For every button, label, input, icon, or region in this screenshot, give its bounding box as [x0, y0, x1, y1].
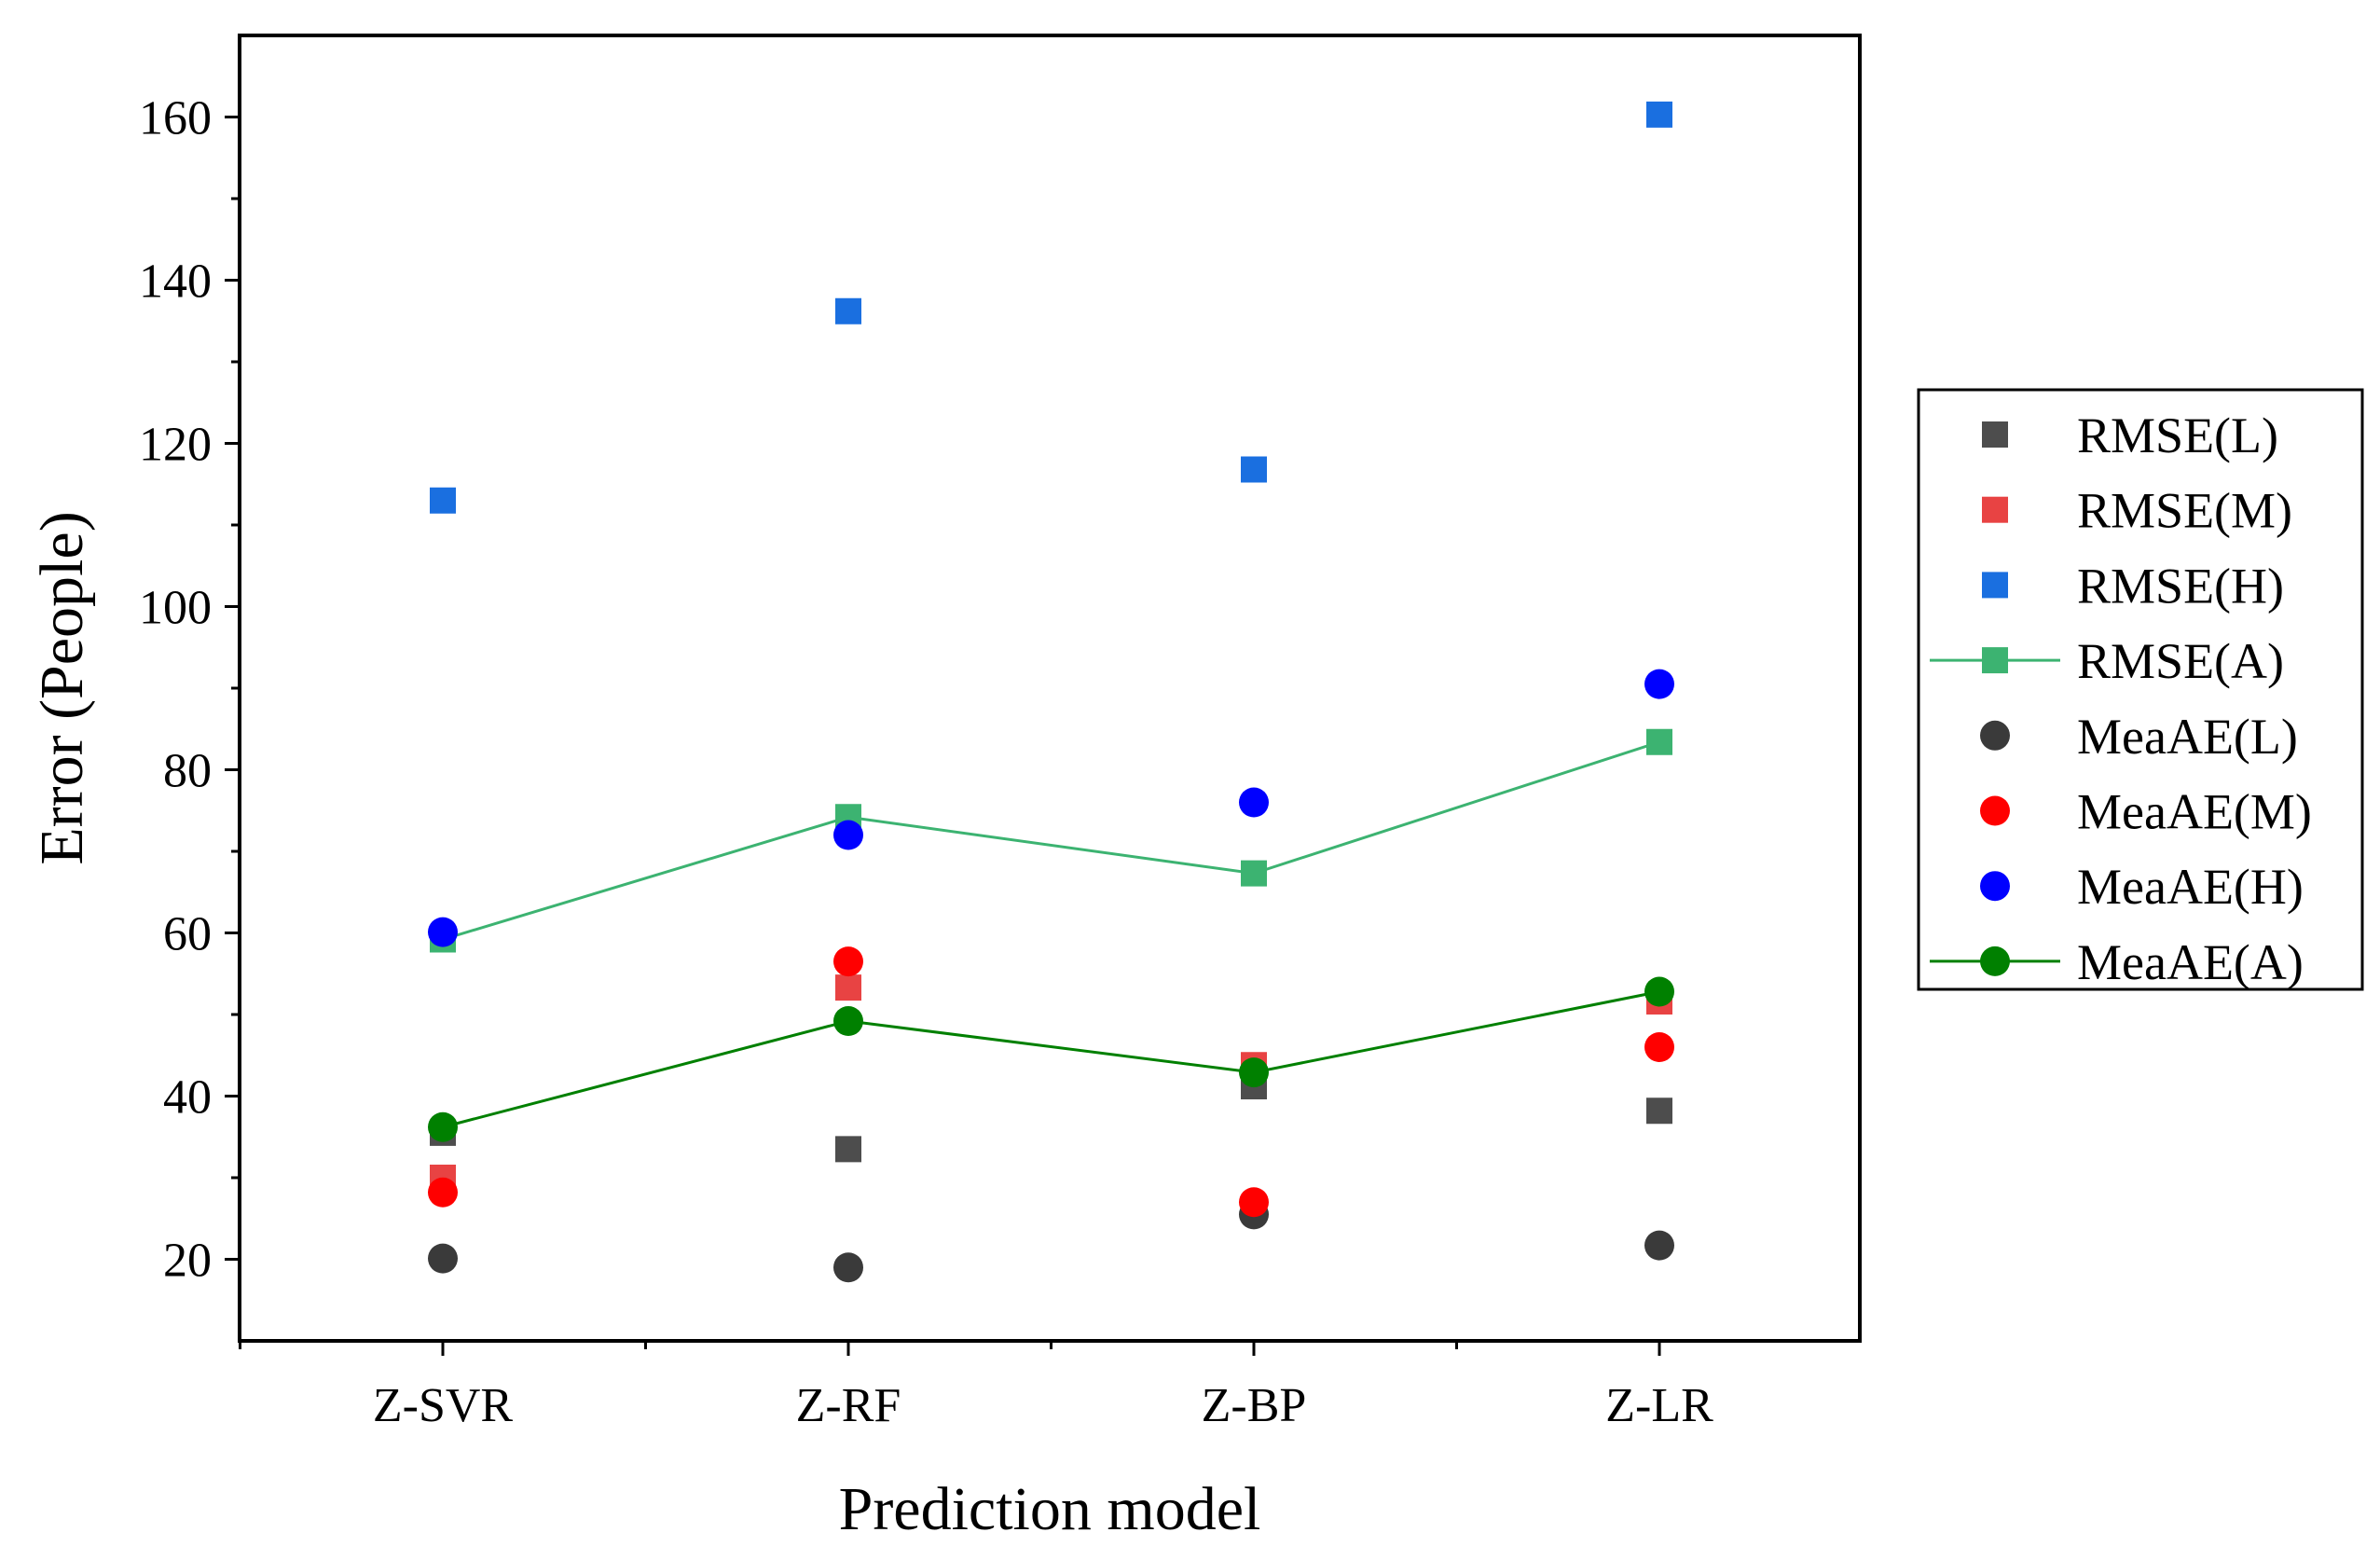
data-point [1644, 1230, 1674, 1261]
data-point [1644, 976, 1674, 1007]
legend-marker [1980, 720, 2010, 751]
legend-marker [1982, 647, 2008, 674]
legend-marker [1980, 946, 2010, 976]
legend-marker [1982, 421, 2008, 448]
data-point [1239, 787, 1269, 818]
series-lines [442, 740, 1660, 1129]
legend-label: RMSE(L) [2077, 407, 2278, 463]
legend-label: RMSE(M) [2077, 483, 2292, 539]
x-tick-label: Z-BP [1202, 1379, 1307, 1432]
data-point [428, 917, 458, 947]
series-line-RMSE(A) [442, 740, 1660, 941]
y-tick-label: 140 [139, 255, 212, 309]
x-axis: Z-SVR Z-RF Z-BP Z-LR [239, 1341, 1713, 1432]
legend-marker [1982, 496, 2008, 523]
legend-label: RMSE(A) [2077, 633, 2284, 689]
legend-marker [1980, 795, 2010, 826]
y-tick-label: 100 [139, 582, 212, 635]
y-tick-label: 80 [163, 745, 212, 798]
legend-marker [1980, 871, 2010, 902]
legend: RMSE(L) RMSE(M) RMSE(H) RMSE(A) MeaAE(L) MeaA… [1917, 388, 2364, 991]
data-point [835, 1136, 861, 1163]
data-point [833, 946, 863, 977]
data-point [835, 297, 861, 324]
y-tick-label: 40 [163, 1071, 212, 1125]
legend-label: MeaAE(A) [2077, 934, 2304, 990]
y-tick-label: 160 [139, 92, 212, 145]
data-point [1646, 101, 1672, 128]
x-tick-label: Z-SVR [373, 1379, 514, 1432]
y-tick-label: 120 [139, 419, 212, 472]
series-line-MeaAE(A) [442, 990, 1660, 1129]
x-axis-title: Prediction model [839, 1475, 1261, 1543]
legend-label: MeaAE(H) [2077, 859, 2304, 915]
data-point [835, 974, 861, 1001]
data-point [1239, 1057, 1269, 1088]
data-point [833, 820, 863, 850]
data-point [1644, 669, 1674, 699]
data-point [428, 1243, 458, 1274]
data-point [1241, 456, 1267, 483]
x-tick-label: Z-LR [1605, 1379, 1713, 1432]
data-point [428, 1177, 458, 1208]
legend-label: MeaAE(L) [2077, 709, 2298, 765]
data-point [430, 487, 456, 514]
legend-label: RMSE(H) [2077, 558, 2284, 614]
y-axis-title: Error (People) [28, 511, 96, 864]
y-tick-label: 20 [163, 1235, 212, 1288]
data-point [1646, 1098, 1672, 1125]
legend-marker [1982, 572, 2008, 599]
y-tick-label: 60 [163, 908, 212, 961]
y-axis: 20 40 60 80 100 120 140 160 [139, 92, 240, 1288]
data-point [1644, 1032, 1674, 1062]
data-point [1646, 728, 1672, 755]
data-point [833, 1006, 863, 1036]
data-point [1239, 1187, 1269, 1218]
plot-frame [238, 34, 1862, 1343]
data-point [1241, 860, 1267, 887]
x-tick-label: Z-RF [796, 1379, 901, 1432]
legend-label: MeaAE(M) [2077, 784, 2312, 840]
series-markers [428, 101, 1674, 1283]
data-point [428, 1111, 458, 1142]
data-point [833, 1252, 863, 1283]
